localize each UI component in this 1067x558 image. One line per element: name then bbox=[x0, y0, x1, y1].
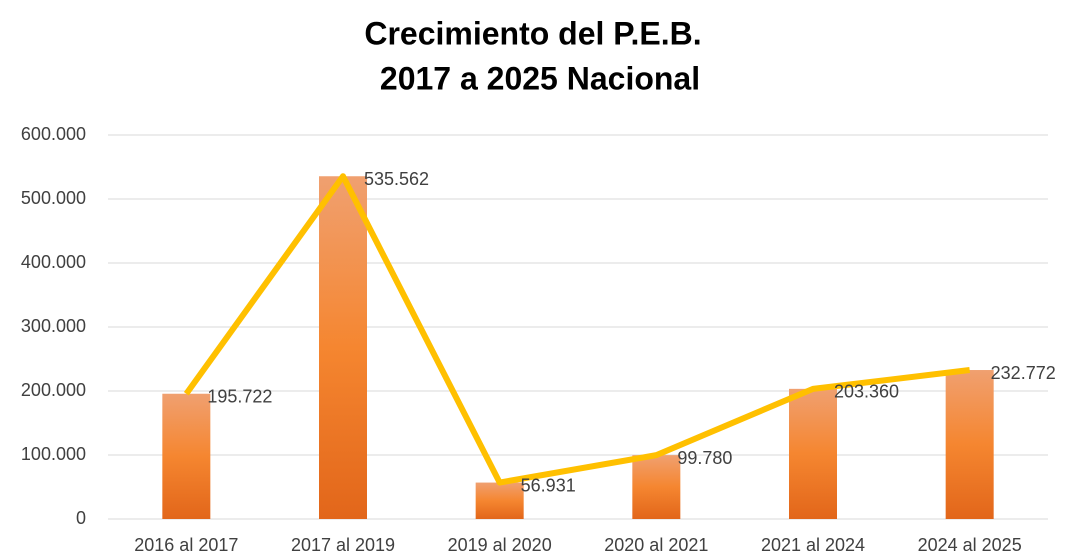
chart-title: Crecimiento del P.E.B. bbox=[364, 15, 701, 51]
y-tick-label: 200.000 bbox=[21, 380, 86, 400]
y-tick-label: 400.000 bbox=[21, 252, 86, 272]
x-tick-label: 2019 al 2020 bbox=[448, 535, 552, 555]
bar bbox=[162, 393, 211, 519]
data-label: 232.772 bbox=[991, 363, 1056, 383]
x-tick-label: 2016 al 2017 bbox=[134, 535, 238, 555]
bar bbox=[475, 482, 524, 519]
x-tick-label: 2021 al 2024 bbox=[761, 535, 865, 555]
y-tick-label: 500.000 bbox=[21, 188, 86, 208]
y-tick-label: 0 bbox=[76, 508, 86, 528]
bar bbox=[945, 370, 994, 519]
data-label: 56.931 bbox=[521, 475, 576, 495]
data-label: 195.722 bbox=[207, 386, 272, 406]
bar bbox=[789, 388, 837, 519]
data-label: 203.360 bbox=[834, 382, 899, 402]
chart-title: 2017 a 2025 Nacional bbox=[380, 60, 700, 96]
bar bbox=[319, 176, 367, 519]
data-label: 535.562 bbox=[364, 169, 429, 189]
line bbox=[183, 173, 971, 486]
x-tick-label: 2017 al 2019 bbox=[291, 535, 395, 555]
x-tick-label: 2020 al 2021 bbox=[604, 535, 708, 555]
bar bbox=[632, 455, 681, 519]
y-tick-label: 300.000 bbox=[21, 316, 86, 336]
data-label: 99.780 bbox=[677, 448, 732, 468]
y-tick-label: 100.000 bbox=[21, 444, 86, 464]
x-tick-label: 2024 al 2025 bbox=[918, 535, 1022, 555]
y-tick-label: 600.000 bbox=[21, 124, 86, 144]
